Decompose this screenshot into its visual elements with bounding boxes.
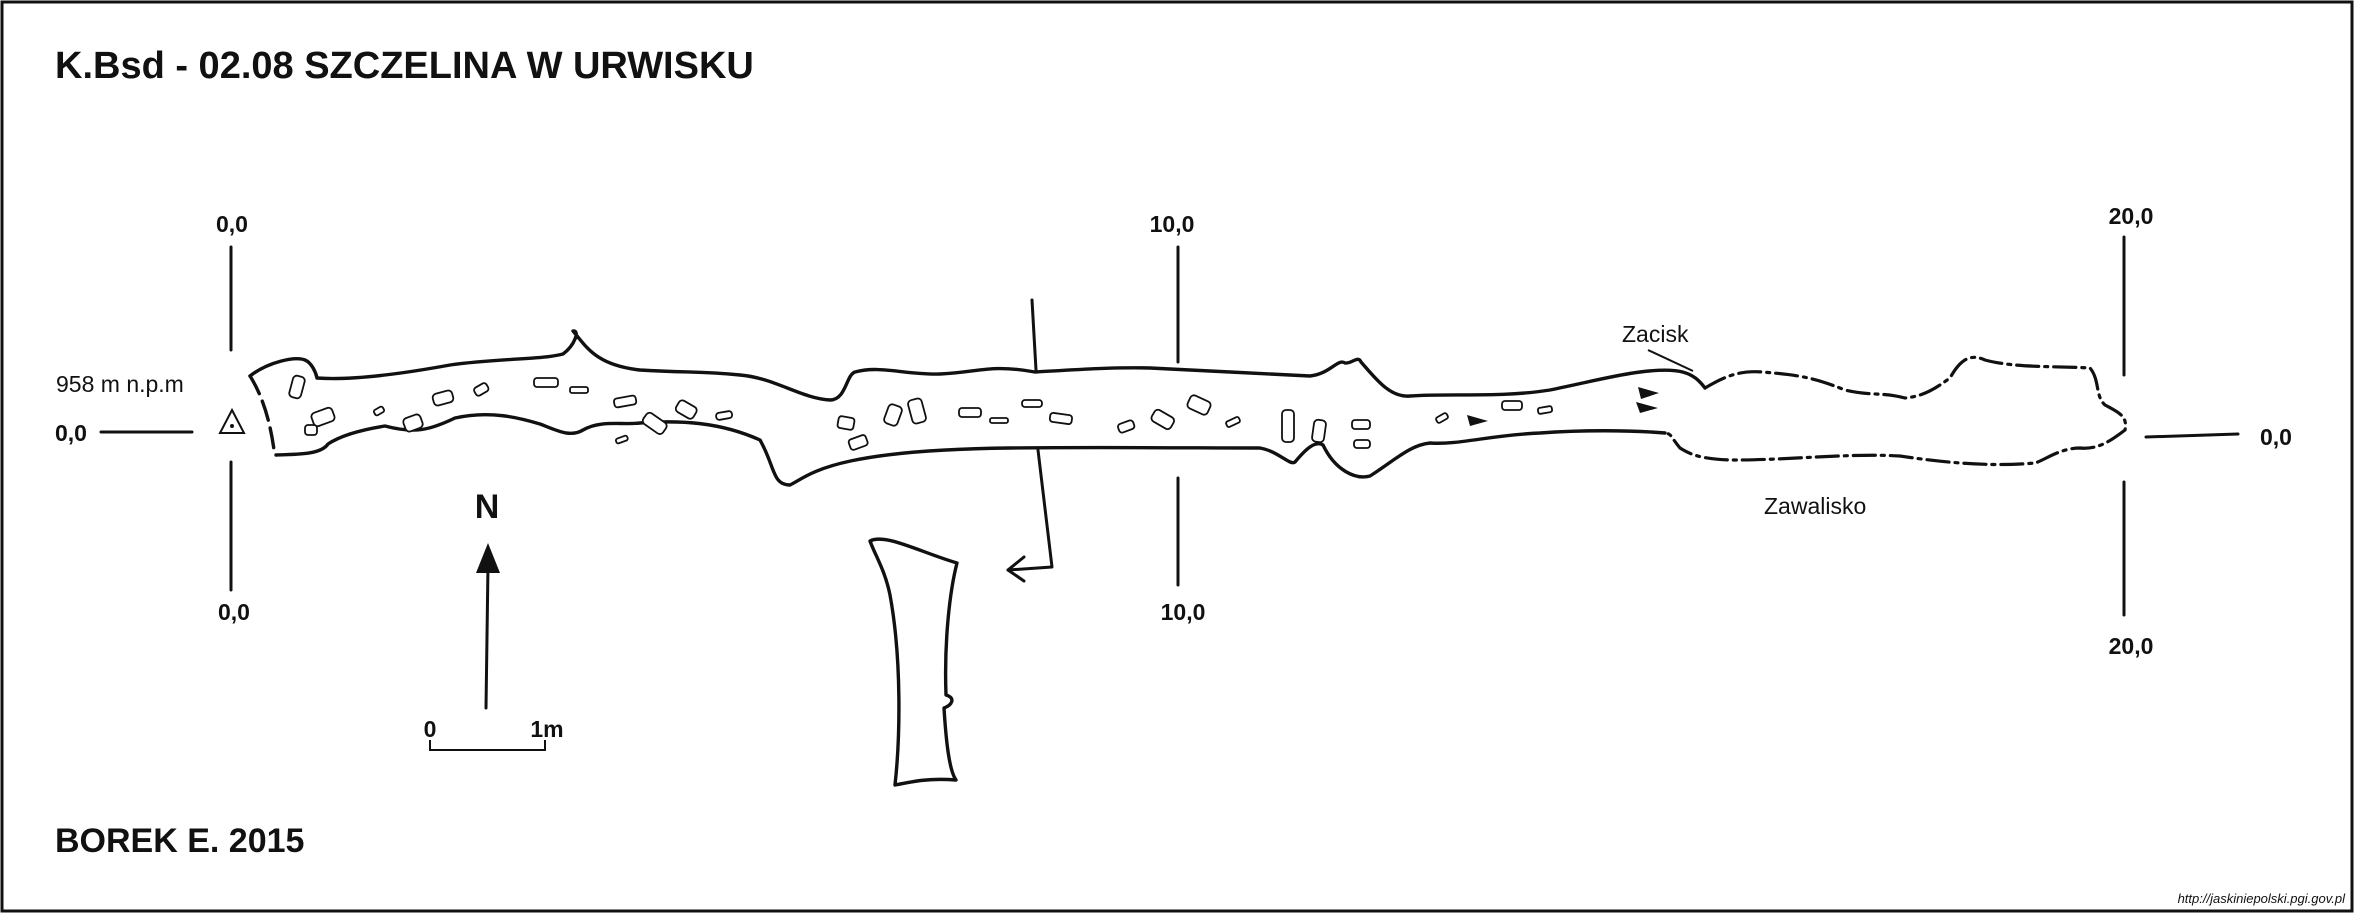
rock (1311, 418, 1327, 444)
rock (641, 411, 668, 435)
map-title: K.Bsd - 02.08 SZCZELINA W URWISKU (55, 45, 754, 87)
cross-section-arrow-icon (1006, 555, 1026, 583)
scale-bar (429, 740, 546, 751)
rock (310, 406, 336, 428)
slope-triangle-icon (1467, 415, 1488, 426)
rock (989, 417, 1009, 424)
rock (288, 374, 306, 400)
squeeze-label: Zacisk (1622, 321, 1689, 347)
rock (1501, 400, 1523, 411)
entrance-dashed-wall (248, 374, 276, 452)
rock (304, 424, 318, 436)
rock (402, 413, 424, 433)
scale-start-label: 0 (424, 716, 437, 742)
rock (533, 377, 559, 388)
rock (431, 389, 455, 407)
cross-section-line (1006, 298, 1054, 572)
rock (1117, 419, 1136, 434)
survey-station-dot (230, 424, 234, 428)
section-10-top-label: 10,0 (1150, 211, 1195, 237)
rock (613, 394, 638, 409)
rock (1048, 411, 1073, 425)
rock (1281, 409, 1295, 443)
scale-end-label: 1m (530, 716, 563, 742)
section-20-top-label: 20,0 (2109, 203, 2154, 229)
cave-lower-wall (274, 412, 1667, 487)
rock (715, 410, 733, 421)
rock (883, 403, 903, 427)
collapse-label: Zawalisko (1764, 493, 1866, 519)
axis-right-line (2144, 432, 2240, 439)
rock (1435, 412, 1449, 424)
rock (569, 386, 589, 394)
axis-left-label: 0,0 (55, 420, 87, 446)
slope-triangle-icon (1638, 387, 1659, 399)
rock (674, 399, 698, 420)
section-0-top-label: 0,0 (216, 211, 248, 237)
section-10-bottom-label: 10,0 (1161, 599, 1206, 625)
slope-markers (1467, 387, 1659, 426)
rock (373, 405, 385, 417)
rock (1021, 399, 1043, 408)
rock (1351, 419, 1371, 430)
author-credit: BOREK E. 2015 (55, 822, 304, 860)
axis-right-label: 0,0 (2260, 424, 2292, 450)
entrance-triangle-icon (218, 407, 246, 434)
rock (958, 407, 982, 418)
cave-passage (248, 329, 2128, 487)
rock (836, 415, 856, 431)
rock (1353, 439, 1371, 449)
north-arrow-icon (476, 543, 500, 573)
rock (614, 434, 629, 445)
north-label: N (475, 488, 500, 526)
elevation-label: 958 m n.p.m (56, 371, 184, 397)
rock (1537, 405, 1553, 415)
collapse-zone-outline (1663, 355, 2128, 467)
entrance-arc (248, 329, 1707, 402)
source-url[interactable]: http://jaskiniepolski.pgi.gov.pl (2178, 891, 2347, 906)
slope-triangle-icon (1636, 402, 1658, 413)
squeeze-leader-line (1647, 349, 1694, 372)
rubble-rocks (288, 374, 1553, 451)
rock (907, 397, 927, 425)
north-arrow-line (484, 563, 490, 710)
cross-section-profile (868, 537, 959, 787)
rock (847, 434, 869, 451)
section-0-bottom-label: 0,0 (218, 599, 250, 625)
rock (1225, 416, 1241, 428)
rock (1186, 394, 1212, 416)
rock (1150, 408, 1175, 430)
section-20-bottom-label: 20,0 (2109, 633, 2154, 659)
rock (473, 382, 490, 397)
